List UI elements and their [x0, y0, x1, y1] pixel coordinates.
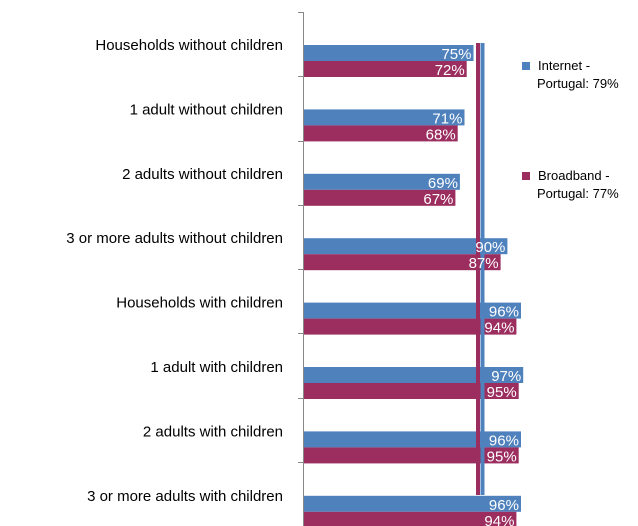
data-label: 68% [426, 126, 456, 143]
reference-lines [476, 43, 485, 495]
data-label: 72% [435, 62, 465, 79]
data-label: 95% [487, 384, 517, 401]
category-labels: Households without children 1 adult witho… [66, 37, 283, 505]
category-label: 1 adult with children [150, 359, 283, 376]
category-label: 1 adult without children [130, 101, 283, 118]
data-label: 75% [441, 46, 471, 63]
bar-broadband [304, 318, 517, 335]
legend-label: Portugal: 77% [537, 186, 619, 201]
data-label: 87% [469, 255, 499, 272]
axis-ticks [298, 12, 304, 463]
legend: Internet - Portugal: 79% Broadband - Portug… [522, 58, 619, 201]
bar-broadband [304, 383, 519, 399]
category-label: 3 or more adults with children [87, 488, 283, 505]
reference-line [476, 43, 480, 495]
data-label: 90% [475, 239, 505, 256]
data-label: 96% [489, 497, 519, 514]
bar-internet [304, 238, 508, 255]
legend-swatch [522, 62, 530, 70]
category-label: Households without children [95, 37, 283, 54]
bar-internet [304, 109, 465, 126]
data-label: 95% [487, 448, 517, 465]
bar-broadband [304, 447, 519, 464]
reference-line [480, 43, 485, 495]
category-label: 3 or more adults without children [66, 230, 283, 247]
data-label: 96% [489, 304, 519, 321]
bars [304, 45, 524, 526]
data-label: 71% [432, 110, 462, 127]
data-label: 97% [491, 368, 521, 385]
legend-swatch [522, 172, 530, 180]
category-label: 2 adults without children [122, 166, 283, 183]
data-label: 96% [489, 432, 519, 449]
data-label: 94% [484, 320, 514, 337]
bar-broadband [304, 189, 456, 206]
bar-broadband [304, 254, 501, 271]
bar-internet [304, 173, 460, 190]
legend-label: Portugal: 79% [537, 76, 619, 91]
bar-broadband [304, 61, 467, 77]
bar-broadband [304, 125, 458, 142]
category-label: Households with children [116, 295, 283, 312]
bar-broadband [304, 511, 517, 526]
data-label: 67% [423, 191, 453, 208]
bar-internet [304, 495, 521, 512]
bar-internet [304, 45, 474, 61]
legend-label: Broadband - [538, 168, 610, 183]
legend-label: Internet - [538, 58, 590, 73]
bar-internet [304, 302, 521, 319]
data-labels: 75%72%71%68%69%67%90%87%96%94%97%95%96%9… [423, 46, 521, 526]
bar-internet [304, 367, 524, 383]
bar-internet [304, 431, 521, 448]
data-label: 94% [484, 513, 514, 526]
category-label: 2 adults with children [143, 423, 283, 440]
data-label: 69% [428, 175, 458, 192]
